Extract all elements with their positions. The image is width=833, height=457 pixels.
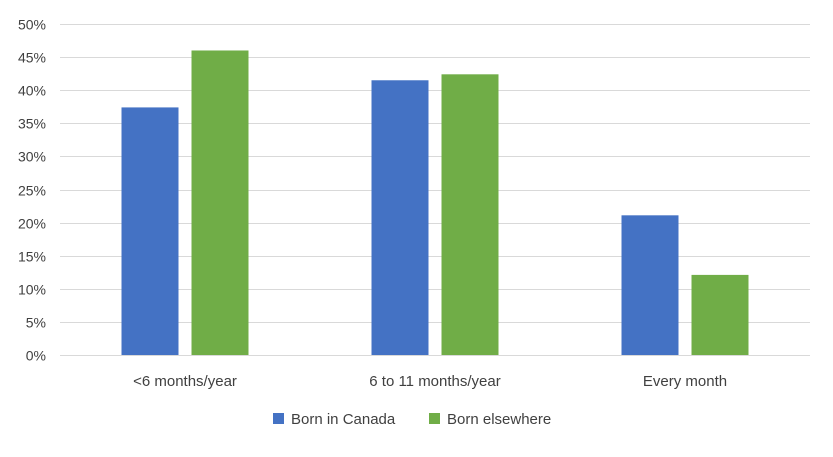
y-tick-label: 5% (26, 315, 46, 331)
y-tick-label: 0% (26, 348, 46, 364)
x-tick-label: 6 to 11 months/year (369, 373, 500, 390)
bar-born-in-canada (121, 107, 179, 355)
y-tick-label: 30% (18, 149, 46, 165)
bar-born-elsewhere (441, 74, 499, 355)
bar-born-in-canada (371, 80, 429, 356)
y-tick-label: 20% (18, 216, 46, 232)
legend-swatch (273, 413, 284, 424)
y-tick-label: 50% (18, 17, 46, 33)
bar-born-in-canada (621, 215, 679, 355)
y-tick-label: 10% (18, 282, 46, 298)
bars (121, 50, 749, 356)
y-tick-label: 15% (18, 249, 46, 265)
y-axis-tick-labels: 0% 5% 10% 15% 20% 25% 30% 35% 40% 45% 50% (18, 17, 46, 364)
y-tick-label: 35% (18, 116, 46, 132)
x-tick-label: <6 months/year (133, 373, 237, 390)
legend-swatch (429, 413, 440, 424)
bar-born-elsewhere (691, 274, 749, 355)
bar-born-elsewhere (191, 50, 249, 355)
legend: Born in Canada Born elsewhere (273, 411, 551, 428)
legend-label: Born in Canada (291, 411, 396, 428)
y-tick-label: 40% (18, 83, 46, 99)
legend-label: Born elsewhere (447, 411, 551, 428)
y-tick-label: 45% (18, 50, 46, 66)
x-axis-tick-labels: <6 months/year 6 to 11 months/year Every m… (133, 373, 727, 390)
x-tick-label: Every month (643, 373, 727, 390)
gridlines (60, 24, 810, 356)
y-tick-label: 25% (18, 183, 46, 199)
